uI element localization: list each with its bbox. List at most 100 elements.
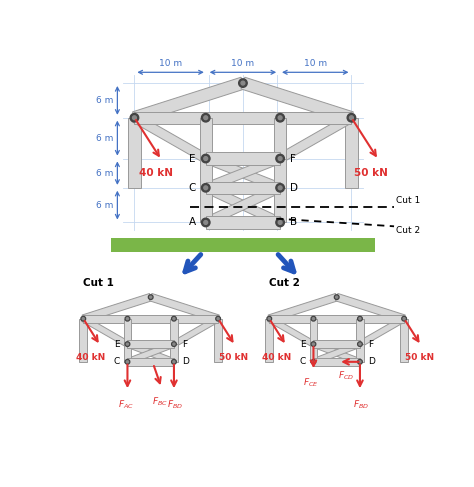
Circle shape [127,318,128,320]
Circle shape [239,79,247,87]
Polygon shape [274,188,286,223]
Text: 50 kN: 50 kN [219,354,248,362]
Text: C: C [113,357,120,366]
Circle shape [130,113,139,122]
Circle shape [276,218,284,226]
Polygon shape [127,341,175,365]
Polygon shape [204,184,282,226]
Text: 6 m: 6 m [96,133,113,143]
Text: Cut 1: Cut 1 [396,196,420,205]
Circle shape [133,116,137,120]
Circle shape [173,343,175,345]
Text: Cut 2: Cut 2 [269,278,300,288]
Text: Cut 2: Cut 2 [396,226,420,235]
Polygon shape [204,184,282,226]
Polygon shape [310,344,317,362]
Circle shape [357,342,362,346]
Polygon shape [274,159,286,188]
Polygon shape [214,318,222,362]
Polygon shape [124,318,131,344]
Polygon shape [170,344,178,362]
Polygon shape [312,341,361,365]
Circle shape [173,318,175,320]
Circle shape [334,295,339,300]
Circle shape [357,317,362,321]
Circle shape [278,221,282,225]
Polygon shape [82,316,129,347]
Polygon shape [312,341,361,365]
Text: E: E [189,153,196,164]
Circle shape [125,317,130,321]
Text: 6 m: 6 m [96,169,113,178]
Text: 10 m: 10 m [159,59,182,69]
Circle shape [82,318,84,320]
Circle shape [312,343,314,345]
Polygon shape [133,77,245,124]
Circle shape [217,318,219,320]
Text: 40 kN: 40 kN [263,354,292,362]
Circle shape [312,361,314,363]
Text: $F_{CD}$: $F_{CD}$ [338,370,354,382]
Polygon shape [206,112,280,124]
Polygon shape [313,358,360,366]
Polygon shape [265,318,273,362]
Polygon shape [206,152,280,165]
Text: $F_{BD}$: $F_{BD}$ [167,399,183,412]
Circle shape [204,221,208,225]
Circle shape [125,342,130,346]
Circle shape [311,317,316,321]
Circle shape [312,318,314,320]
Circle shape [267,317,272,321]
Polygon shape [128,118,141,188]
Polygon shape [206,216,280,228]
Circle shape [204,186,208,190]
Circle shape [241,81,245,85]
Polygon shape [80,318,87,362]
Circle shape [150,296,152,298]
Circle shape [336,296,338,298]
Polygon shape [149,294,219,322]
Polygon shape [400,318,408,362]
Circle shape [201,113,210,122]
Circle shape [148,295,153,300]
Text: E: E [300,339,306,349]
Circle shape [201,218,210,226]
Circle shape [204,116,208,120]
Circle shape [278,116,282,120]
Text: Cut 1: Cut 1 [83,278,114,288]
Polygon shape [128,315,174,322]
Text: D: D [368,357,374,366]
Text: 10 m: 10 m [231,59,255,69]
Text: 6 m: 6 m [96,96,113,105]
Polygon shape [170,318,178,344]
FancyBboxPatch shape [111,238,374,252]
Polygon shape [128,340,174,348]
Polygon shape [360,315,404,322]
Text: F: F [290,153,296,164]
Polygon shape [200,188,212,223]
Polygon shape [128,358,174,366]
Polygon shape [204,154,282,192]
Polygon shape [280,112,351,124]
Text: D: D [290,183,298,193]
Circle shape [359,318,361,320]
Polygon shape [200,118,212,159]
Circle shape [201,154,210,163]
Text: A: A [189,218,196,227]
Text: 6 m: 6 m [96,201,113,209]
Polygon shape [173,316,219,347]
Polygon shape [206,182,280,194]
Polygon shape [132,114,208,163]
Circle shape [201,184,210,192]
Text: F: F [368,339,373,349]
Polygon shape [313,315,360,322]
Circle shape [311,342,316,346]
Text: C: C [300,357,306,366]
Circle shape [127,343,128,345]
Circle shape [81,317,86,321]
Circle shape [311,359,316,364]
Polygon shape [274,118,286,159]
Circle shape [276,154,284,163]
Text: F: F [182,339,187,349]
Polygon shape [356,318,364,344]
